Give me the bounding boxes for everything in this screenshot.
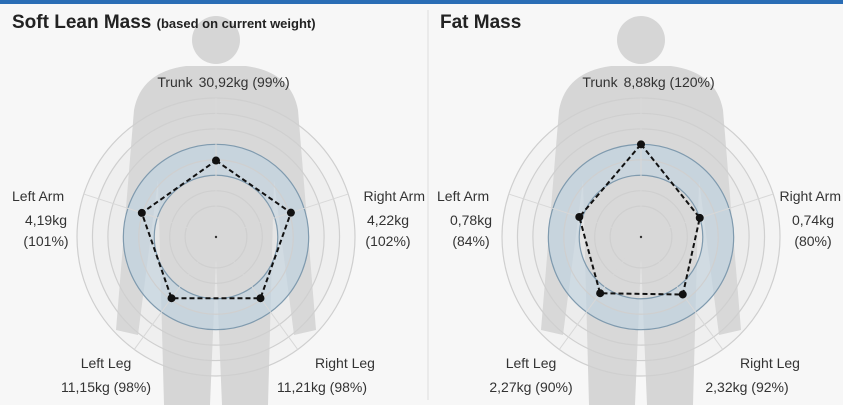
top-accent [0, 0, 843, 4]
axis-label: Trunk 8,88kg (120%) [561, 72, 736, 93]
value-label: 30,92kg (99%) [199, 74, 290, 90]
body-composition: Soft Lean Mass (based on current weight)… [0, 0, 843, 405]
category-label: Trunk [582, 74, 617, 90]
value-label: 4,22kg (102%) [356, 210, 420, 252]
data-point [596, 289, 604, 297]
value-label: 2,32kg (92%) [687, 377, 807, 398]
category-label: Right Leg [295, 353, 395, 374]
value-label: 11,21kg (98%) [262, 377, 382, 398]
value-label: 8,88kg (120%) [624, 74, 715, 90]
data-point [212, 157, 220, 165]
data-point [696, 214, 704, 222]
data-point [637, 140, 645, 148]
category-label: Right Arm [364, 186, 425, 207]
category-label: Left Arm [12, 186, 64, 207]
title-text: Soft Lean Mass [12, 12, 151, 33]
category-label: Right Arm [780, 186, 841, 207]
data-point [575, 213, 583, 221]
subtitle: (based on current weight) [157, 16, 316, 31]
axis-label: Trunk 30,92kg (99%) [136, 72, 311, 93]
data-point [138, 209, 146, 217]
category-label: Trunk [157, 74, 192, 90]
category-label: Left Arm [437, 186, 489, 207]
value-label: 0,78kg (84%) [439, 210, 503, 252]
title-text: Fat Mass [440, 12, 521, 33]
data-point [679, 290, 687, 298]
panel-title: Fat Mass [440, 12, 521, 34]
value-label: 2,27kg (90%) [471, 377, 591, 398]
data-point [168, 294, 176, 302]
category-label: Right Leg [720, 353, 820, 374]
data-point [287, 209, 295, 217]
value-label: 4,19kg (101%) [14, 210, 78, 252]
center-dot [640, 236, 642, 238]
value-label: 11,15kg (98%) [46, 377, 166, 398]
value-label: 0,74kg (80%) [781, 210, 843, 252]
head [617, 16, 665, 64]
center-dot [215, 236, 217, 238]
data-point [256, 294, 264, 302]
category-label: Left Leg [56, 353, 156, 374]
panel-title: Soft Lean Mass (based on current weight) [12, 12, 316, 34]
category-label: Left Leg [481, 353, 581, 374]
